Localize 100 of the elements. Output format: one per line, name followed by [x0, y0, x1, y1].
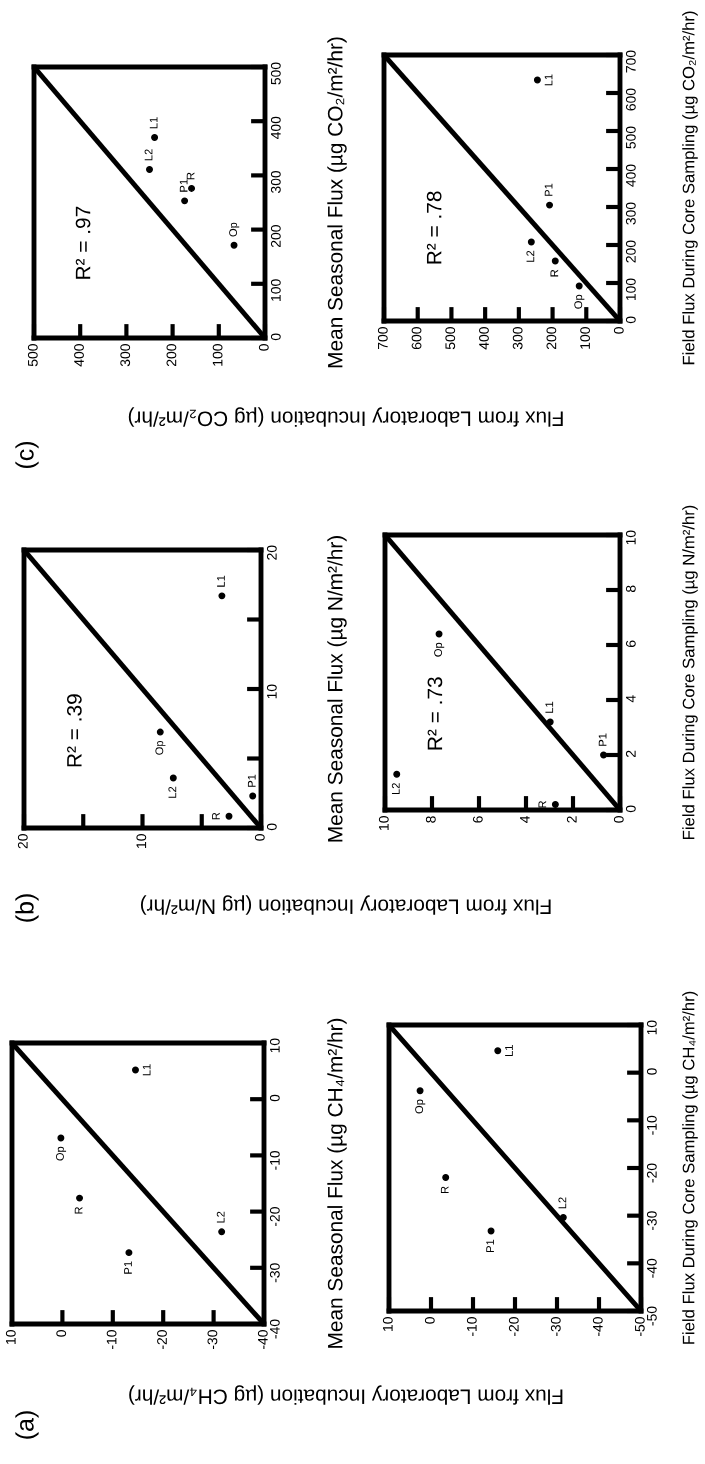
point: [249, 792, 257, 800]
annotation: L1: [142, 1064, 151, 1076]
x-tick-label: 200: [546, 327, 557, 350]
x-tick-label: 700: [377, 327, 388, 350]
y-tick-label: 700: [625, 50, 636, 73]
y-axis-title: Mean Seasonal Flux (µg N/m²/hr): [327, 536, 347, 842]
x-tick-label: -10: [106, 1330, 117, 1350]
point: [600, 751, 608, 759]
annotation: L1: [149, 117, 158, 129]
y-tick-label: 10: [266, 684, 277, 699]
x-tick-label: 10: [378, 816, 389, 830]
y-tick-label: 0: [266, 823, 277, 831]
annotation: Op: [434, 642, 445, 657]
x-tick-label: 8: [425, 816, 436, 823]
x-tick-label: 20: [17, 834, 28, 849]
x-tick-label: 200: [166, 344, 177, 367]
annotation: L1: [544, 74, 553, 86]
text: (b): [15, 894, 39, 922]
annotation: L2: [144, 149, 153, 161]
y-tick-label: -30: [646, 1211, 657, 1231]
x-axis-title: Flux from Laboratory Incubation (µg CH₄/m²/hr): [129, 1385, 563, 1405]
annotation: P1: [247, 774, 256, 787]
annotation: L2: [168, 786, 177, 798]
y-tick-label: 400: [625, 164, 636, 187]
annotation: P1: [179, 179, 188, 192]
annotation: L2: [391, 783, 400, 795]
y-axis-title: Mean Seasonal Flux (µg CO₂/m²/hr): [327, 37, 347, 368]
point: [393, 770, 401, 778]
x-tick-label: 100: [580, 327, 591, 349]
annotation: L2: [558, 1197, 567, 1209]
annotation: L1: [217, 575, 225, 587]
x-tick-label: 10: [136, 834, 147, 848]
y-tick-label: 20: [266, 545, 277, 560]
y-tick-label: -40: [646, 1258, 657, 1278]
x-tick-label: 400: [479, 327, 489, 350]
x-tick-label: 0: [613, 816, 624, 823]
x-tick-label: -30: [550, 1317, 561, 1337]
y-tick-label: 4: [626, 695, 636, 703]
x-tick-label: 4: [520, 815, 530, 823]
y-tick-label: 100: [270, 279, 281, 301]
y-tick-label: 0: [625, 316, 636, 324]
x-tick-label: 0: [424, 1317, 435, 1324]
x-tick-label: 300: [120, 344, 131, 367]
annotation: R: [550, 269, 559, 277]
x-tick-label: 600: [411, 327, 422, 350]
y-axis-title: Field Flux During Core Sampling (µg N/m²/hr): [682, 505, 698, 839]
y-tick-label: -20: [646, 1163, 657, 1183]
y-tick-label: -10: [646, 1115, 657, 1135]
x-tick-label: 100: [212, 344, 223, 366]
y-axis-title: Field Flux During Core Sampling (µg CH₄/m²/hr): [682, 991, 698, 1344]
annotation: L1: [545, 701, 554, 713]
annotation: Op: [574, 294, 585, 309]
y-tick-label: 0: [625, 805, 636, 813]
x-tick-label: 2: [566, 816, 577, 823]
x-tick-label: -30: [207, 1330, 218, 1350]
text: (a): [15, 1411, 39, 1439]
text: (c): [15, 441, 39, 469]
x-tick-label: 0: [258, 344, 269, 351]
point: [169, 774, 177, 782]
annotation: R² = .97: [75, 206, 91, 279]
x-tick-label: 10: [382, 1317, 393, 1331]
annotation: Op: [155, 740, 166, 755]
annotation: R: [186, 172, 195, 180]
y-tick-label: 300: [270, 170, 281, 194]
y-tick-label: 2: [625, 750, 636, 757]
y-tick-label: -30: [269, 1263, 280, 1283]
y-tick-label: 500: [625, 126, 636, 149]
annotation: Op: [56, 1146, 67, 1161]
y-tick-label: 200: [625, 240, 636, 263]
point: [218, 592, 226, 600]
annotation: R² = .78: [426, 191, 442, 264]
annotation: L2: [216, 1211, 225, 1223]
annotation: L1: [505, 1045, 513, 1057]
x-tick-label: 10: [5, 1330, 16, 1344]
y-tick-label: 300: [625, 202, 636, 225]
annotation: R: [74, 1206, 83, 1214]
x-axis-title: Flux from Laboratory Incubation (µg N/m²/hr): [140, 895, 551, 915]
point: [546, 718, 554, 726]
annotation: P1: [486, 1239, 494, 1252]
annotation: R: [538, 801, 547, 808]
point: [156, 728, 164, 736]
y-tick-label: 0: [646, 1068, 657, 1075]
y-axis-title: Field Flux During Core Sampling (µg CO₂/m²/hr): [682, 11, 698, 365]
y-axis-title: Mean Seasonal Flux (µg CH₄/m²/hr): [327, 1018, 347, 1348]
annotation: R: [212, 812, 220, 820]
x-tick-label: 6: [472, 816, 483, 823]
annotation: R: [440, 1186, 449, 1193]
x-tick-label: 500: [27, 344, 38, 367]
x-tick-label: 0: [254, 834, 265, 841]
annotation: Op: [229, 222, 240, 237]
annotation: Op: [415, 1099, 426, 1114]
y-tick-label: -10: [269, 1150, 280, 1170]
x-tick-label: 0: [56, 1330, 67, 1337]
y-tick-label: -20: [269, 1207, 280, 1227]
annotation: R² = .39: [66, 694, 82, 767]
x-tick-label: 300: [512, 327, 523, 350]
point: [551, 801, 559, 808]
y-tick-label: 10: [646, 1020, 657, 1035]
y-tick-label: 10: [269, 1038, 280, 1053]
annotation: P1: [598, 733, 607, 746]
